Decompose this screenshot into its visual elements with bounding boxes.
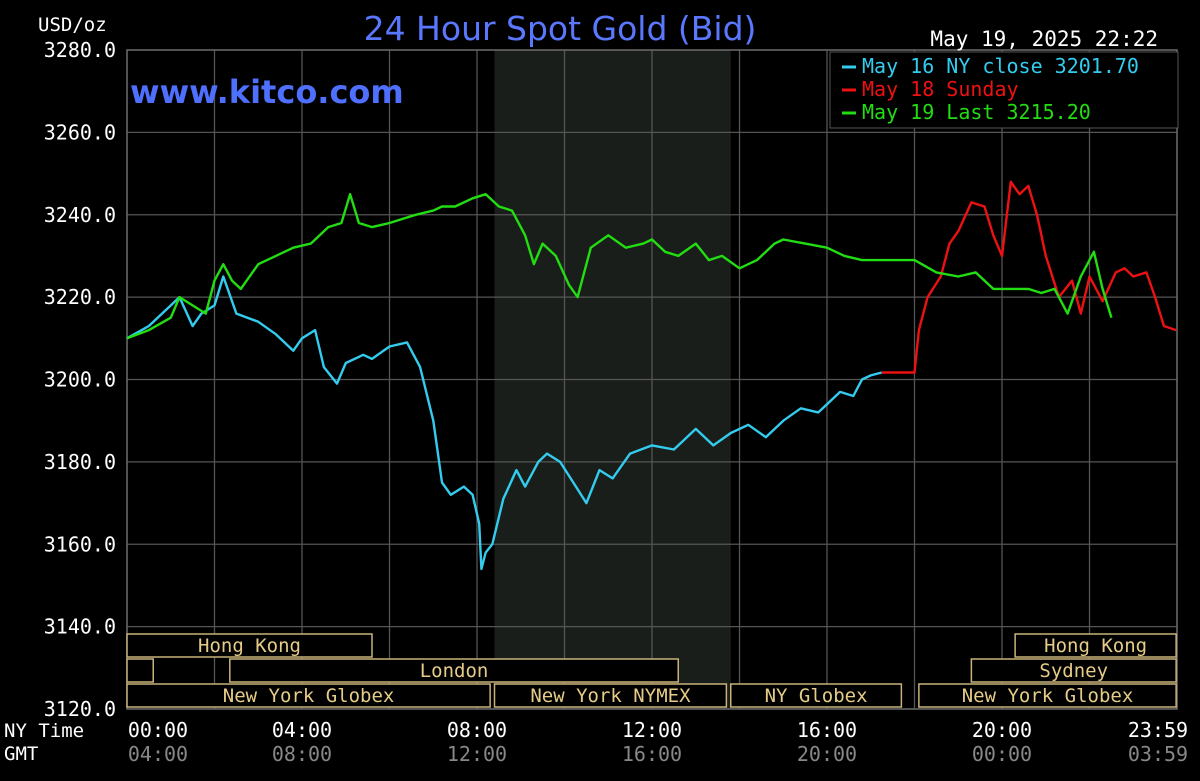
session-bar — [1014, 633, 1177, 658]
legend-entry-3: May 19 Last 3215.20 — [862, 100, 1091, 124]
x-tick-label-ny: 12:00 — [622, 718, 682, 742]
legend: May 16 NY close 3201.70 May 18 Sunday Ma… — [829, 51, 1179, 129]
series-layer — [126, 180, 1177, 571]
y-tick-label: 3160.0 — [44, 532, 116, 556]
x-tick-label-gmt: 20:00 — [797, 742, 857, 766]
y-tick-label: 3220.0 — [44, 285, 116, 309]
x-tick-label-ny: 00:00 — [128, 718, 188, 742]
unit-label: USD/oz — [38, 14, 107, 36]
series-line — [126, 275, 883, 571]
y-tick-label: 3140.0 — [44, 615, 116, 639]
y-tick-label: 3180.0 — [44, 450, 116, 474]
x-tick-label-gmt: 16:00 — [622, 742, 682, 766]
session-label: NY Globex — [765, 685, 868, 707]
x-tick-label-ny: 16:00 — [797, 718, 857, 742]
y-tick-label: 3240.0 — [44, 203, 116, 227]
legend-entry-2: May 18 Sunday — [862, 77, 1019, 101]
y-tick-label: 3120.0 — [44, 697, 116, 721]
session-bar — [229, 658, 679, 683]
session-bar — [493, 683, 728, 708]
x-tick-label-ny: 23:59 — [1128, 718, 1188, 742]
session-bars-layer: Hong Kong London New York Globex New York N… — [126, 633, 1177, 708]
session-label: Hong Kong — [1044, 635, 1147, 657]
session-label: New York Globex — [223, 685, 395, 707]
series-line — [126, 192, 1113, 340]
session-bar — [970, 658, 1177, 683]
series-line — [881, 180, 1177, 374]
x-tick-label-gmt: 08:00 — [272, 742, 332, 766]
session-bar — [126, 633, 373, 658]
session-bar — [126, 683, 491, 708]
axis-labels-layer: 3280.0 3260.0 3240.0 3220.0 3200.0 3180.0 3160… — [44, 38, 1188, 766]
x-tick-label-ny: 20:00 — [972, 718, 1032, 742]
session-label: Hong Kong — [198, 635, 301, 657]
x-axis-row1-label: NY Time — [4, 720, 84, 742]
datetime-label: May 19, 2025 22:22 — [930, 27, 1158, 51]
x-tick-label-gmt: 12:00 — [447, 742, 507, 766]
session-bar — [918, 683, 1177, 708]
session-label: Sydney — [1039, 660, 1108, 682]
session-bar — [126, 658, 154, 683]
legend-entry-1: May 16 NY close 3201.70 — [862, 54, 1139, 78]
x-tick-label-gmt: 03:59 — [1128, 742, 1188, 766]
chart-title: 24 Hour Spot Gold (Bid) — [364, 9, 757, 48]
x-tick-label-gmt: 04:00 — [128, 742, 188, 766]
x-tick-label-gmt: 00:00 — [972, 742, 1032, 766]
y-tick-label: 3260.0 — [44, 120, 116, 144]
watermark-text: www.kitco.com — [130, 73, 404, 111]
session-label: London — [420, 660, 489, 682]
grid-layer — [126, 49, 1178, 710]
y-tick-label: 3280.0 — [44, 38, 116, 62]
session-bar — [730, 683, 903, 708]
y-tick-label: 3200.0 — [44, 368, 116, 392]
x-axis-row2-label: GMT — [4, 743, 38, 765]
session-label: New York NYMEX — [530, 685, 691, 707]
x-tick-label-ny: 08:00 — [447, 718, 507, 742]
legend-box — [829, 51, 1179, 129]
plot-frame — [126, 49, 1178, 710]
x-tick-label-ny: 04:00 — [272, 718, 332, 742]
session-label: New York Globex — [962, 685, 1134, 707]
